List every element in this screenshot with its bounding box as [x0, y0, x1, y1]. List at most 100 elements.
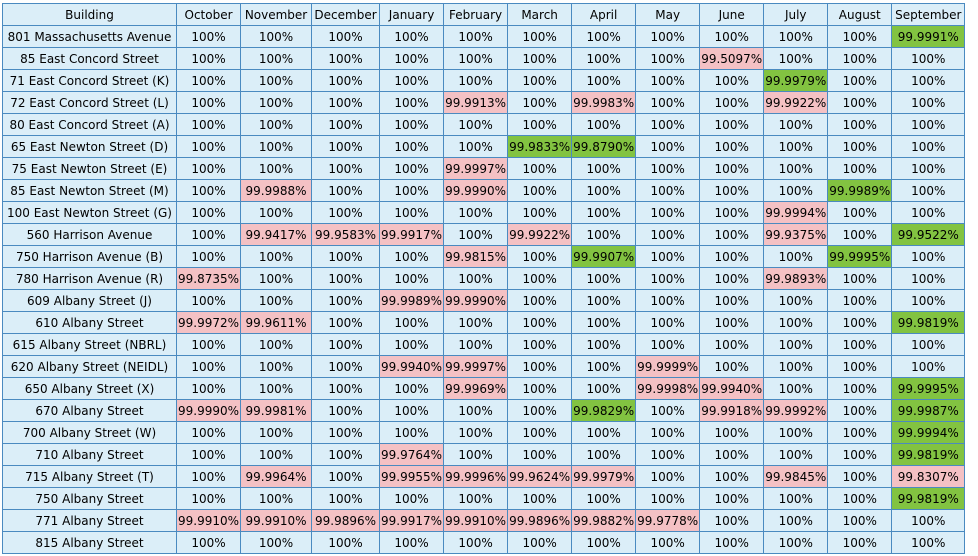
building-name-cell[interactable]: 700 Albany Street (W): [2, 421, 177, 444]
uptime-cell[interactable]: 100%: [507, 421, 573, 444]
uptime-cell[interactable]: 100%: [507, 289, 573, 312]
uptime-cell[interactable]: 100%: [311, 47, 381, 70]
uptime-cell[interactable]: 100%: [635, 223, 701, 246]
uptime-cell[interactable]: 100%: [175, 135, 242, 158]
uptime-cell[interactable]: 100%: [379, 487, 445, 510]
uptime-cell[interactable]: 99.9992%: [763, 399, 829, 422]
uptime-cell[interactable]: 100%: [311, 267, 381, 290]
uptime-cell[interactable]: 99.9910%: [175, 509, 242, 532]
uptime-cell[interactable]: 99.9979%: [571, 465, 637, 488]
uptime-cell[interactable]: 99.9815%: [443, 245, 509, 268]
uptime-cell[interactable]: 100%: [507, 69, 573, 92]
uptime-cell[interactable]: 100%: [763, 157, 829, 180]
uptime-cell[interactable]: 99.9979%: [763, 69, 829, 92]
uptime-cell[interactable]: 100%: [699, 91, 765, 114]
uptime-cell[interactable]: 100%: [311, 421, 381, 444]
uptime-cell[interactable]: 100%: [827, 267, 893, 290]
uptime-cell[interactable]: 100%: [827, 487, 893, 510]
building-name-cell[interactable]: 609 Albany Street (J): [2, 289, 177, 312]
uptime-cell[interactable]: 99.9940%: [699, 377, 765, 400]
uptime-cell[interactable]: 100%: [507, 47, 573, 70]
uptime-cell[interactable]: 100%: [827, 311, 893, 334]
column-header-november[interactable]: November: [240, 3, 313, 26]
column-header-july[interactable]: July: [763, 3, 829, 26]
uptime-cell[interactable]: 100%: [443, 531, 509, 554]
uptime-cell[interactable]: 100%: [240, 333, 313, 356]
uptime-cell[interactable]: 100%: [635, 201, 701, 224]
uptime-cell[interactable]: 100%: [571, 223, 637, 246]
uptime-cell[interactable]: 100%: [311, 443, 381, 466]
uptime-cell[interactable]: 100%: [571, 201, 637, 224]
building-name-cell[interactable]: 80 East Concord Street (A): [2, 113, 177, 136]
uptime-cell[interactable]: 100%: [379, 91, 445, 114]
uptime-cell[interactable]: 99.9998%: [635, 377, 701, 400]
column-header-june[interactable]: June: [699, 3, 765, 26]
uptime-cell[interactable]: 100%: [311, 465, 381, 488]
uptime-cell[interactable]: 99.9983%: [571, 91, 637, 114]
building-name-cell[interactable]: 815 Albany Street: [2, 531, 177, 554]
uptime-cell[interactable]: 100%: [311, 179, 381, 202]
uptime-cell[interactable]: 100%: [571, 69, 637, 92]
uptime-cell[interactable]: 99.8790%: [571, 135, 637, 158]
uptime-cell[interactable]: 100%: [827, 91, 893, 114]
building-name-cell[interactable]: 710 Albany Street: [2, 443, 177, 466]
uptime-cell[interactable]: 100%: [379, 135, 445, 158]
uptime-cell[interactable]: 100%: [571, 531, 637, 554]
uptime-cell[interactable]: 100%: [443, 69, 509, 92]
uptime-cell[interactable]: 100%: [571, 333, 637, 356]
uptime-cell[interactable]: 99.9972%: [175, 311, 242, 334]
uptime-cell[interactable]: 100%: [635, 157, 701, 180]
building-name-cell[interactable]: 85 East Concord Street: [2, 47, 177, 70]
uptime-cell[interactable]: 100%: [571, 113, 637, 136]
uptime-cell[interactable]: 100%: [175, 443, 242, 466]
uptime-cell[interactable]: 100%: [699, 69, 765, 92]
uptime-cell[interactable]: 100%: [891, 201, 966, 224]
uptime-cell[interactable]: 100%: [827, 421, 893, 444]
uptime-cell[interactable]: 100%: [175, 223, 242, 246]
uptime-cell[interactable]: 100%: [763, 25, 829, 48]
uptime-cell[interactable]: 100%: [763, 355, 829, 378]
uptime-cell[interactable]: 100%: [763, 135, 829, 158]
uptime-cell[interactable]: 100%: [891, 531, 966, 554]
uptime-cell[interactable]: 100%: [827, 355, 893, 378]
uptime-cell[interactable]: 100%: [175, 245, 242, 268]
uptime-cell[interactable]: 100%: [311, 355, 381, 378]
uptime-cell[interactable]: 100%: [507, 443, 573, 466]
uptime-cell[interactable]: 100%: [507, 355, 573, 378]
uptime-cell[interactable]: 100%: [311, 113, 381, 136]
uptime-cell[interactable]: 100%: [827, 69, 893, 92]
uptime-cell[interactable]: 100%: [240, 69, 313, 92]
uptime-cell[interactable]: 99.9987%: [891, 399, 966, 422]
uptime-cell[interactable]: 99.9918%: [699, 399, 765, 422]
uptime-cell[interactable]: 99.9989%: [827, 179, 893, 202]
uptime-cell[interactable]: 100%: [699, 135, 765, 158]
uptime-cell[interactable]: 100%: [240, 421, 313, 444]
uptime-cell[interactable]: 100%: [443, 113, 509, 136]
uptime-cell[interactable]: 100%: [240, 289, 313, 312]
uptime-cell[interactable]: 100%: [443, 223, 509, 246]
uptime-cell[interactable]: 100%: [311, 333, 381, 356]
uptime-cell[interactable]: 99.8735%: [175, 267, 242, 290]
building-name-cell[interactable]: 560 Harrison Avenue: [2, 223, 177, 246]
uptime-cell[interactable]: 100%: [763, 421, 829, 444]
uptime-cell[interactable]: 100%: [699, 443, 765, 466]
uptime-cell[interactable]: 100%: [507, 201, 573, 224]
uptime-cell[interactable]: 100%: [507, 245, 573, 268]
uptime-cell[interactable]: 100%: [763, 47, 829, 70]
column-header-may[interactable]: May: [635, 3, 701, 26]
uptime-cell[interactable]: 100%: [443, 421, 509, 444]
uptime-cell[interactable]: 100%: [175, 355, 242, 378]
uptime-cell[interactable]: 100%: [699, 355, 765, 378]
uptime-cell[interactable]: 100%: [240, 443, 313, 466]
uptime-cell[interactable]: 100%: [635, 421, 701, 444]
uptime-cell[interactable]: 100%: [240, 47, 313, 70]
uptime-cell[interactable]: 100%: [507, 531, 573, 554]
uptime-cell[interactable]: 100%: [891, 355, 966, 378]
uptime-cell[interactable]: 100%: [891, 135, 966, 158]
uptime-cell[interactable]: 99.9896%: [311, 509, 381, 532]
uptime-cell[interactable]: 100%: [571, 47, 637, 70]
building-name-cell[interactable]: 71 East Concord Street (K): [2, 69, 177, 92]
uptime-cell[interactable]: 100%: [635, 311, 701, 334]
uptime-cell[interactable]: 100%: [699, 487, 765, 510]
uptime-cell[interactable]: 100%: [827, 25, 893, 48]
